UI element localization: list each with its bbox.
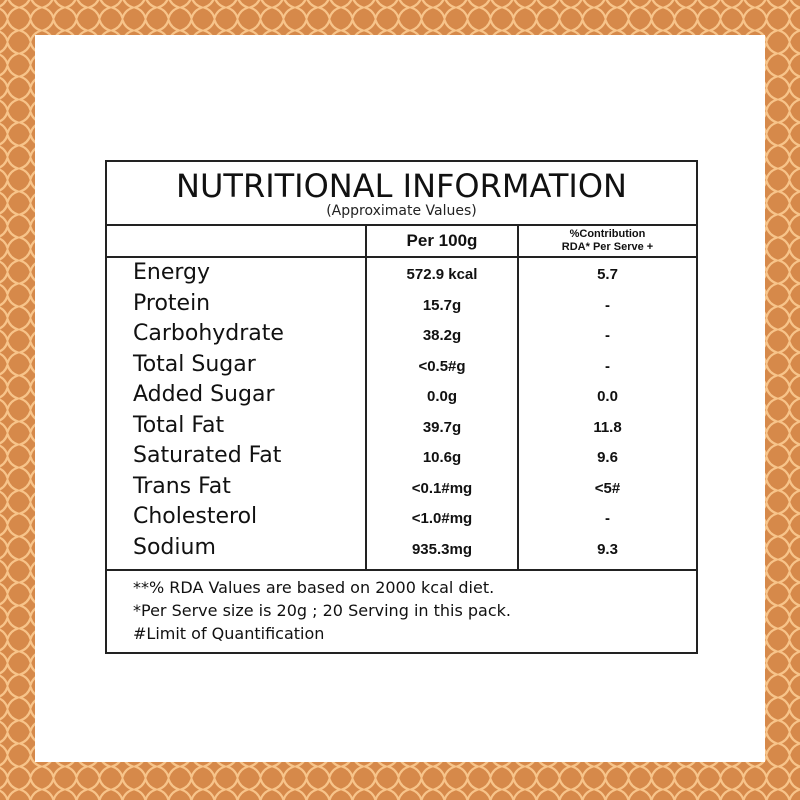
label-background — [35, 35, 765, 762]
footnote: *Per Serve size is 20g ; 20 Serving in t… — [133, 601, 511, 620]
nutrient-name: Total Fat — [133, 412, 225, 438]
per-100g-value: <0.5#g — [418, 357, 466, 375]
nutrient-name: Saturated Fat — [133, 443, 282, 468]
rda-value: - — [605, 357, 610, 375]
header-rda-line1: %Contribution — [569, 228, 646, 240]
per-100g-value: 39.7g — [422, 418, 462, 436]
table-row: Sodium 935.3mg 9.3 — [107, 533, 696, 564]
rda-value: 0.0 — [597, 388, 618, 405]
column-divider — [517, 226, 519, 569]
header-rda: %Contribution RDA* Per Serve + — [519, 226, 696, 256]
per-100g-value: <1.0#mg — [411, 510, 473, 527]
nutrient-name: Trans Fat — [133, 473, 231, 499]
header-rda-line2: RDA* Per Serve + — [561, 241, 654, 253]
table-row: Carbohydrate 38.2g - — [107, 319, 696, 350]
title: NUTRITIONAL INFORMATION — [176, 167, 627, 205]
rda-value: - — [605, 510, 610, 527]
table-row: Total Fat 39.7g 11.8 — [107, 411, 696, 442]
table-title: NUTRITIONAL INFORMATION (Approximate Val… — [107, 162, 696, 226]
nutrient-name: Energy — [133, 260, 211, 285]
nutrient-name: Cholesterol — [133, 504, 258, 529]
nutrient-name: Carbohydrate — [133, 321, 284, 346]
per-100g-value: <0.1#mg — [411, 479, 473, 497]
rda-value: 9.3 — [597, 540, 618, 558]
table-row: Protein 15.7g - — [107, 289, 696, 320]
column-divider — [365, 226, 367, 569]
table-row: Added Sugar 0.0g 0.0 — [107, 380, 696, 411]
nutrient-rows: Energy 572.9 kcal 5.7 Protein 15.7g - Carbohyd… — [107, 258, 696, 569]
table-row: Total Sugar <0.5#g - — [107, 350, 696, 381]
subtitle: (Approximate Values) — [326, 203, 477, 219]
rda-value: 9.6 — [597, 449, 618, 466]
nutrient-name: Added Sugar — [133, 382, 275, 407]
per-100g-value: 935.3mg — [411, 540, 473, 558]
rda-value: - — [605, 327, 610, 344]
rda-value: 5.7 — [597, 266, 618, 283]
per-100g-value: 15.7g — [422, 296, 462, 314]
nutrition-table: NUTRITIONAL INFORMATION (Approximate Val… — [105, 160, 698, 654]
footnote: **% RDA Values are based on 2000 kcal di… — [133, 578, 495, 597]
header-row: Per 100g %Contribution RDA* Per Serve + — [107, 226, 696, 258]
per-100g-value: 572.9 kcal — [406, 266, 478, 283]
rda-value: 11.8 — [593, 418, 622, 436]
table-row: Energy 572.9 kcal 5.7 — [107, 258, 696, 289]
rda-value: <5# — [594, 479, 621, 497]
table-row: Saturated Fat 10.6g 9.6 — [107, 441, 696, 472]
footnote: #Limit of Quantification — [133, 624, 325, 643]
rda-value: - — [605, 296, 610, 314]
per-100g-value: 38.2g — [422, 327, 462, 344]
footnotes: **% RDA Values are based on 2000 kcal di… — [107, 569, 696, 654]
nutrient-name: Total Sugar — [133, 351, 256, 377]
header-per-100g: Per 100g — [406, 231, 478, 250]
nutrient-name: Sodium — [133, 534, 216, 560]
nutrient-name: Protein — [133, 290, 211, 316]
per-100g-value: 10.6g — [422, 449, 462, 466]
table-row: Cholesterol <1.0#mg - — [107, 502, 696, 533]
per-100g-value: 0.0g — [426, 388, 457, 405]
table-row: Trans Fat <0.1#mg <5# — [107, 472, 696, 503]
